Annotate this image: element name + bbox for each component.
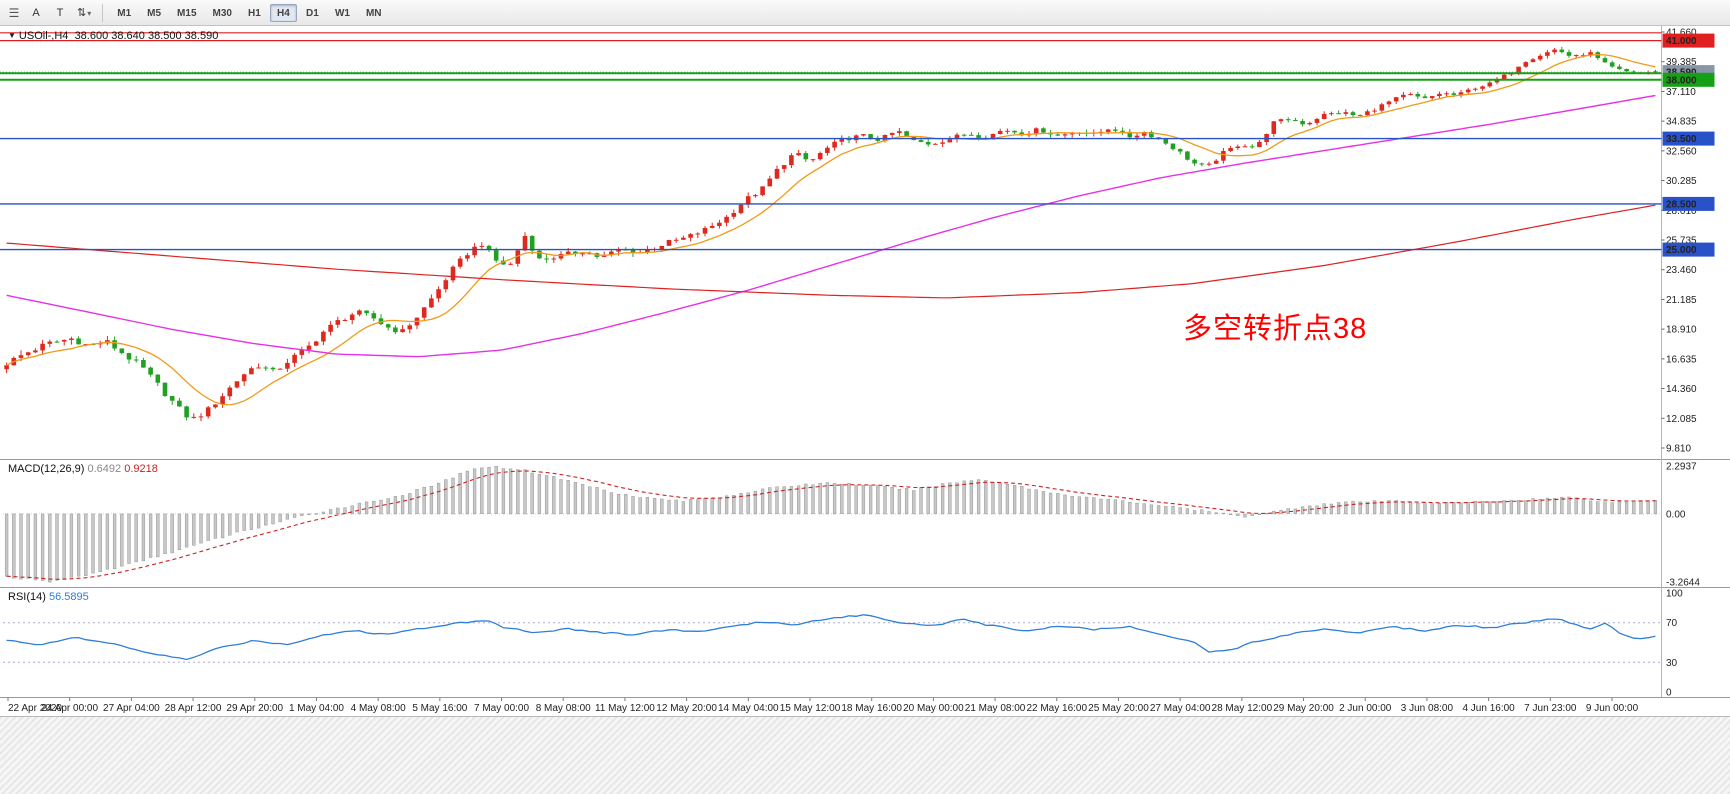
time-axis-label: 11 May 12:00 (595, 703, 655, 714)
chevron-down-icon: ▾ (87, 9, 91, 18)
price-badge-label: 38.000 (1666, 75, 1697, 86)
time-axis-label: 18 May 16:00 (841, 703, 902, 714)
macd-axis-label: -3.2644 (1666, 578, 1700, 589)
svg-text:21.185: 21.185 (1666, 295, 1697, 306)
timeframe-m5[interactable]: M5 (140, 4, 168, 22)
svg-text:30.285: 30.285 (1666, 176, 1697, 187)
time-axis-label: 28 May 12:00 (1212, 703, 1273, 714)
rsi-axis-label: 70 (1666, 618, 1678, 629)
time-axis-label: 24 Apr 00:00 (41, 703, 98, 714)
time-axis-label: 5 May 16:00 (412, 703, 467, 714)
rsi-axis-label: 0 (1666, 688, 1672, 699)
svg-text:34.835: 34.835 (1666, 117, 1697, 128)
svg-text:9.810: 9.810 (1666, 444, 1691, 455)
time-axis-label: 2 Jun 00:00 (1339, 703, 1392, 714)
label-tool-button[interactable]: A (25, 3, 47, 23)
time-axis-label: 20 May 00:00 (903, 703, 964, 714)
rsi-axis-label: 30 (1666, 658, 1678, 669)
time-axis-label: 29 Apr 20:00 (226, 703, 283, 714)
timeframe-m15[interactable]: M15 (170, 4, 203, 22)
time-axis-label: 1 May 04:00 (289, 703, 344, 714)
svg-text:18.910: 18.910 (1666, 325, 1697, 336)
rsi-label: RSI(14) 56.5895 (8, 591, 89, 603)
timeframe-w1[interactable]: W1 (328, 4, 357, 22)
timeframe-m1[interactable]: M1 (110, 4, 138, 22)
timeframe-d1[interactable]: D1 (299, 4, 326, 22)
time-axis-label: 7 May 00:00 (474, 703, 529, 714)
cursor-icon: ⇅ (77, 7, 86, 19)
time-axis-label: 3 Jun 08:00 (1401, 703, 1454, 714)
timeframe-m30[interactable]: M30 (206, 4, 239, 22)
timeframe-h1[interactable]: H1 (241, 4, 268, 22)
time-axis-label: 14 May 04:00 (718, 703, 779, 714)
ohlc-values: 38.600 38.640 38.500 38.590 (75, 30, 219, 42)
svg-text:14.360: 14.360 (1666, 384, 1697, 395)
time-axis-label: 27 May 04:00 (1150, 703, 1211, 714)
time-axis-label: 7 Jun 23:00 (1524, 703, 1577, 714)
time-axis-label: 29 May 20:00 (1273, 703, 1334, 714)
price-badge-label: 41.000 (1666, 36, 1697, 47)
svg-text:12.085: 12.085 (1666, 414, 1697, 425)
time-axis-label: 4 May 08:00 (351, 703, 406, 714)
macd-label: MACD(12,26,9) 0.6492 0.9218 (8, 463, 158, 475)
time-axis-label: 27 Apr 04:00 (103, 703, 160, 714)
svg-text:37.110: 37.110 (1666, 87, 1696, 98)
chart-header: ▼USOil-,H4 38.600 38.640 38.500 38.590 (8, 30, 218, 42)
svg-text:32.560: 32.560 (1666, 146, 1697, 157)
svg-text:23.460: 23.460 (1666, 265, 1697, 276)
time-axis-label: 4 Jun 16:00 (1462, 703, 1515, 714)
empty-workspace (0, 716, 1730, 794)
timeframe-h4[interactable]: H4 (270, 4, 297, 22)
time-axis-label: 28 Apr 12:00 (165, 703, 222, 714)
text-tool-button[interactable]: T (49, 3, 71, 23)
time-axis-label: 22 May 16:00 (1026, 703, 1087, 714)
timeframe-mn[interactable]: MN (359, 4, 389, 22)
symbol-label: USOil-,H4 (19, 30, 69, 42)
rsi-value: 56.5895 (49, 591, 89, 603)
time-axis-label: 21 May 08:00 (965, 703, 1026, 714)
chart-annotation[interactable]: 多空转折点38 (1183, 305, 1367, 347)
time-axis-label: 12 May 20:00 (656, 703, 717, 714)
price-badge-label: 33.500 (1666, 134, 1697, 145)
time-axis-label: 15 May 12:00 (780, 703, 841, 714)
price-badge-label: 25.000 (1666, 245, 1697, 256)
menu-icon[interactable]: ☰ (4, 4, 24, 22)
line-studies-button[interactable]: ⇅▾ (73, 3, 95, 23)
price-axis-labels: 41.66039.38537.11034.83532.56030.28528.0… (1662, 28, 1698, 455)
svg-text:16.635: 16.635 (1666, 354, 1697, 365)
macd-pane[interactable] (0, 460, 1662, 587)
macd-axis-label: 2.2937 (1666, 462, 1697, 473)
macd-signal-value: 0.9218 (124, 463, 158, 475)
rsi-axis-label: 100 (1666, 589, 1683, 600)
chart-canvas[interactable]: 41.66039.38537.11034.83532.56030.28528.0… (0, 0, 1730, 716)
time-axis-label: 9 Jun 00:00 (1586, 703, 1639, 714)
time-axis-label: 25 May 20:00 (1088, 703, 1149, 714)
rsi-pane[interactable] (0, 588, 1662, 697)
symbol-dropdown-icon[interactable]: ▼ (8, 31, 16, 40)
main-chart-pane[interactable] (0, 26, 1662, 459)
toolbar-separator (102, 4, 103, 22)
price-badge-label: 28.500 (1666, 199, 1697, 210)
macd-axis-label: 0.00 (1666, 509, 1686, 520)
macd-main-value: 0.6492 (87, 463, 121, 475)
time-axis-label: 8 May 08:00 (536, 703, 591, 714)
